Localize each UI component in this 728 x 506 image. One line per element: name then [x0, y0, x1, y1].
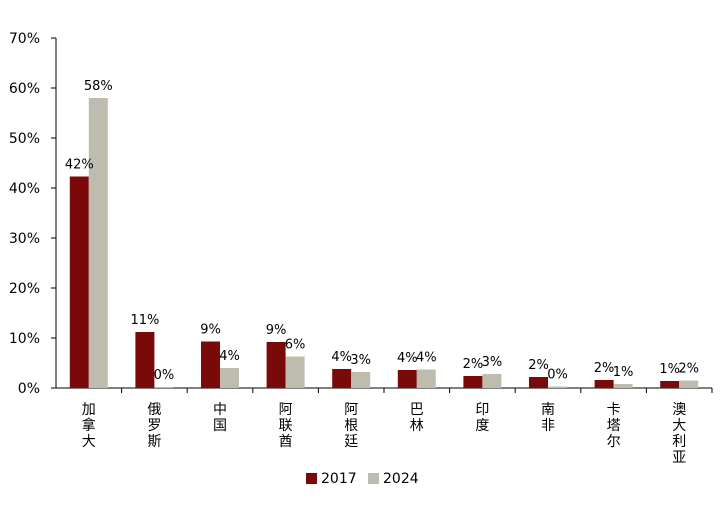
y-axis: 0% 10% 20% 30% 40% 50% 60% 70%	[9, 31, 57, 397]
data-label-2024-巴林: 4%	[416, 351, 437, 366]
bar-2024-卡塔尔	[613, 384, 633, 388]
data-label-2024-加拿大: 58%	[84, 79, 113, 94]
data-label-2017-巴林: 4%	[397, 351, 418, 366]
category-label-char: 阿	[279, 402, 293, 418]
bar-2024-巴林	[416, 369, 436, 388]
x-axis	[56, 387, 713, 393]
bar-2017-澳大利亚	[660, 381, 680, 388]
category-label-char: 阿	[344, 402, 358, 418]
category-label-char: 卡	[607, 402, 621, 418]
y-tick-label: 10%	[9, 331, 40, 347]
y-tick-label: 30%	[9, 231, 40, 247]
data-label-2017-俄罗斯: 11%	[130, 313, 159, 328]
data-labels-layer: 42%58%11%0%9%4%9%6%4%3% 4%4% 2%3% 2%0% 2%1% 1…	[65, 79, 699, 383]
category-label-char: 中	[213, 402, 227, 418]
legend-swatch-2017	[306, 473, 317, 484]
category-label-char: 根	[344, 418, 358, 434]
category-label-char: 非	[541, 418, 555, 434]
category-label-char: 亚	[672, 450, 686, 466]
data-label-2017-印度: 2%	[463, 357, 484, 372]
category-label-char: 廷	[344, 434, 358, 450]
legend-label-2024: 2024	[383, 471, 419, 487]
bar-2017-印度	[463, 376, 483, 388]
bar-2024-阿联酋	[285, 356, 305, 388]
bar-2017-阿联酋	[266, 342, 286, 388]
y-tick-label: 20%	[9, 281, 40, 297]
category-label-char: 联	[279, 418, 293, 434]
data-label-2024-印度: 3%	[482, 355, 503, 370]
y-tick-label: 50%	[9, 131, 40, 147]
category-label-char: 南	[541, 402, 555, 418]
category-label-char: 斯	[147, 434, 161, 450]
data-label-2017-澳大利亚: 1%	[659, 362, 680, 377]
legend: 2017 2024	[306, 471, 419, 487]
data-label-2017-阿根廷: 4%	[331, 350, 352, 365]
category-label-char: 塔	[607, 418, 621, 434]
data-label-2017-加拿大: 42%	[65, 158, 94, 173]
data-label-2024-阿联酋: 6%	[285, 338, 306, 353]
category-label-char: 印	[475, 402, 489, 418]
bar-2024-加拿大	[88, 98, 108, 388]
legend-swatch-2024	[368, 473, 379, 484]
data-label-2024-俄罗斯: 0%	[154, 368, 175, 383]
y-tick-label: 60%	[9, 81, 40, 97]
category-label-char: 国	[213, 418, 227, 434]
legend-label-2017: 2017	[321, 471, 357, 487]
category-label-char: 度	[475, 418, 489, 434]
data-label-2017-阿联酋: 9%	[266, 323, 287, 338]
data-label-2017-南非: 2%	[528, 358, 549, 373]
data-label-2024-卡塔尔: 1%	[613, 365, 634, 380]
y-tick-label: 40%	[9, 181, 40, 197]
data-label-2024-阿根廷: 3%	[350, 353, 371, 368]
data-label-2024-澳大利亚: 2%	[678, 362, 699, 377]
bar-2017-俄罗斯	[135, 332, 155, 388]
bar-2017-南非	[529, 377, 548, 388]
data-label-2017-中国: 9%	[200, 323, 221, 338]
category-label-char: 大	[82, 434, 96, 450]
bar-2017-巴林	[397, 370, 417, 388]
data-label-2024-中国: 4%	[219, 349, 240, 364]
category-label-char: 尔	[607, 434, 621, 450]
category-label-char: 拿	[82, 417, 96, 434]
bar-2024-俄罗斯	[154, 387, 174, 388]
bar-2017-阿根廷	[332, 369, 352, 388]
bar-2017-中国	[201, 341, 220, 388]
category-label-char: 林	[410, 418, 424, 434]
category-label-char: 加	[82, 402, 96, 418]
category-label-char: 大	[672, 418, 686, 434]
category-label-char: 酋	[279, 433, 293, 450]
data-label-2024-南非: 0%	[547, 368, 568, 383]
category-label-char: 俄	[147, 402, 161, 418]
bar-2024-印度	[482, 374, 502, 388]
category-label-char: 澳	[672, 402, 686, 418]
bars-layer	[69, 98, 699, 388]
bar-2024-中国	[220, 368, 239, 388]
bar-2024-阿根廷	[351, 372, 371, 388]
category-label-char: 利	[672, 434, 686, 450]
bar-2024-南非	[548, 386, 567, 388]
y-tick-label: 70%	[9, 31, 40, 47]
data-label-2017-卡塔尔: 2%	[594, 361, 615, 376]
category-label-char: 罗	[147, 418, 161, 434]
bar-2017-加拿大	[69, 176, 89, 388]
bar-2017-卡塔尔	[594, 380, 614, 388]
y-tick-label: 0%	[18, 381, 40, 397]
category-label-char: 巴	[410, 402, 424, 418]
bar-2024-澳大利亚	[679, 380, 699, 388]
